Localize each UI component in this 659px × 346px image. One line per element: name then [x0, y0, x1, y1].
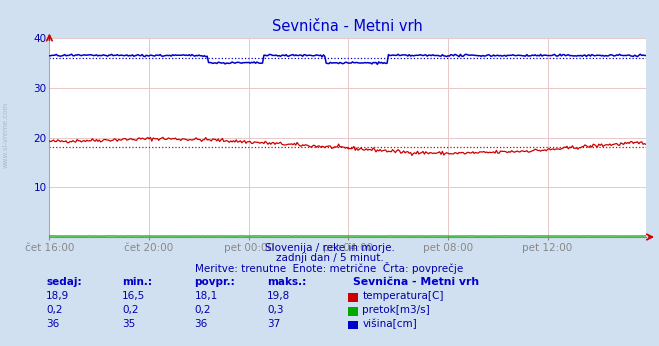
Text: povpr.:: povpr.: — [194, 277, 235, 288]
Title: Sevnična - Metni vrh: Sevnična - Metni vrh — [272, 19, 423, 34]
Text: sedaj:: sedaj: — [46, 277, 82, 288]
Text: 19,8: 19,8 — [267, 291, 290, 301]
Text: 18,1: 18,1 — [194, 291, 217, 301]
Text: pretok[m3/s]: pretok[m3/s] — [362, 305, 430, 315]
Text: 0,2: 0,2 — [46, 305, 63, 315]
Text: Sevnična - Metni vrh: Sevnična - Metni vrh — [353, 277, 478, 288]
Text: 36: 36 — [46, 319, 59, 329]
Text: Meritve: trenutne  Enote: metrične  Črta: povprečje: Meritve: trenutne Enote: metrične Črta: … — [195, 262, 464, 274]
Text: višina[cm]: višina[cm] — [362, 319, 417, 329]
Text: temperatura[C]: temperatura[C] — [362, 291, 444, 301]
Text: 0,2: 0,2 — [122, 305, 138, 315]
Text: 35: 35 — [122, 319, 135, 329]
Text: maks.:: maks.: — [267, 277, 306, 288]
Text: min.:: min.: — [122, 277, 152, 288]
Text: 37: 37 — [267, 319, 280, 329]
Text: zadnji dan / 5 minut.: zadnji dan / 5 minut. — [275, 253, 384, 263]
Text: Slovenija / reke in morje.: Slovenija / reke in morje. — [264, 243, 395, 253]
Text: 0,2: 0,2 — [194, 305, 211, 315]
Text: 0,3: 0,3 — [267, 305, 283, 315]
Text: 18,9: 18,9 — [46, 291, 69, 301]
Text: 16,5: 16,5 — [122, 291, 145, 301]
Text: www.si-vreme.com: www.si-vreme.com — [2, 102, 9, 168]
Text: 36: 36 — [194, 319, 208, 329]
